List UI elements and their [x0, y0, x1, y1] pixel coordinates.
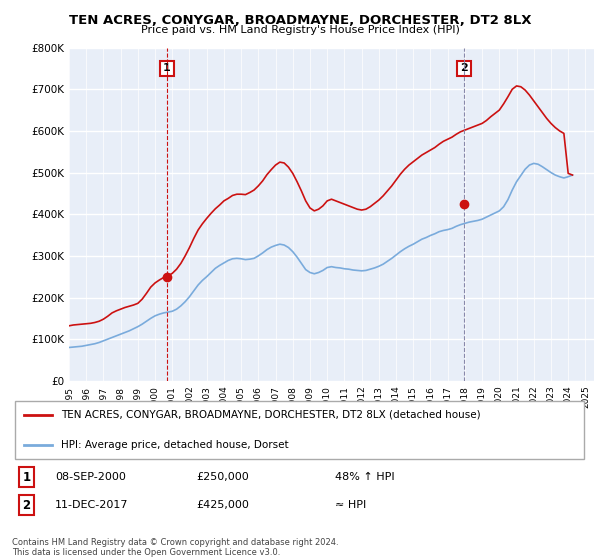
- Text: HPI: Average price, detached house, Dorset: HPI: Average price, detached house, Dors…: [61, 440, 289, 450]
- Text: TEN ACRES, CONYGAR, BROADMAYNE, DORCHESTER, DT2 8LX (detached house): TEN ACRES, CONYGAR, BROADMAYNE, DORCHEST…: [61, 410, 481, 420]
- Text: 08-SEP-2000: 08-SEP-2000: [55, 472, 126, 482]
- Text: 2: 2: [22, 498, 31, 512]
- Text: TEN ACRES, CONYGAR, BROADMAYNE, DORCHESTER, DT2 8LX: TEN ACRES, CONYGAR, BROADMAYNE, DORCHEST…: [69, 14, 531, 27]
- Text: £425,000: £425,000: [196, 500, 249, 510]
- FancyBboxPatch shape: [15, 401, 584, 459]
- Text: ≈ HPI: ≈ HPI: [335, 500, 366, 510]
- Text: 48% ↑ HPI: 48% ↑ HPI: [335, 472, 394, 482]
- Text: 11-DEC-2017: 11-DEC-2017: [55, 500, 128, 510]
- Text: 2: 2: [460, 63, 468, 73]
- Text: Contains HM Land Registry data © Crown copyright and database right 2024.
This d: Contains HM Land Registry data © Crown c…: [12, 538, 338, 557]
- Text: 1: 1: [163, 63, 171, 73]
- Text: £250,000: £250,000: [196, 472, 249, 482]
- Text: Price paid vs. HM Land Registry's House Price Index (HPI): Price paid vs. HM Land Registry's House …: [140, 25, 460, 35]
- Text: 1: 1: [22, 470, 31, 484]
